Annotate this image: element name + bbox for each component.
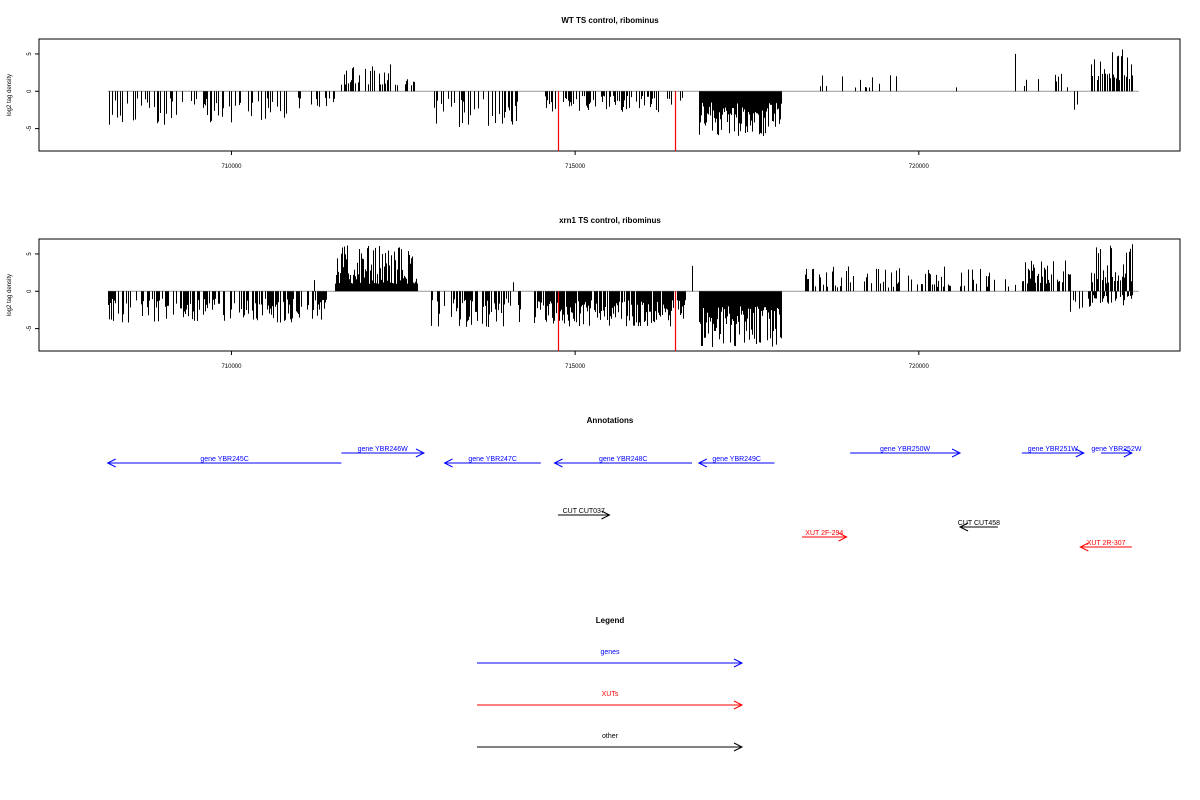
arrow-head: [733, 700, 744, 710]
legend-panel: Legend genes XUTs other: [477, 616, 744, 752]
annotation-label: gene YBR249C: [712, 456, 761, 463]
annotation-feature: gene YBR251W: [1021, 446, 1085, 458]
arrow-head: [553, 458, 563, 468]
annotation-feature: gene YBR249C: [697, 456, 775, 468]
panel-title: WT TS control, ribominus: [561, 16, 659, 25]
x-tick-label: 715000: [565, 164, 586, 170]
plot-frame: [38, 238, 1181, 352]
annotations-title: Annotations: [587, 416, 634, 425]
axes: 710000 715000 720000 -5 0 5: [27, 52, 929, 170]
annotation-label: gene YBR251W: [1028, 446, 1078, 453]
arrow-head: [415, 448, 426, 458]
x-tick-label: 720000: [909, 364, 930, 370]
annotation-feature: XUT 2F-294: [801, 530, 848, 542]
panel-title: xrn1 TS control, ribominus: [559, 216, 661, 225]
arrow-head: [733, 742, 744, 752]
arrow-head: [106, 458, 116, 468]
annotation-label: gene YBR247C: [468, 456, 517, 463]
annotation-label: CUT CUT458: [958, 520, 1000, 527]
annotation-feature: gene YBR245C: [106, 456, 342, 468]
tag-density-bars: [107, 244, 1139, 351]
annotation-feature: gene YBR248C: [553, 456, 692, 468]
annotation-label: gene YBR248C: [599, 456, 648, 463]
annotation-feature: gene YBR246W: [341, 446, 426, 458]
y-axis-label: log2 tag density: [7, 74, 13, 116]
x-tick-label: 710000: [221, 364, 242, 370]
legend-label: other: [602, 733, 619, 740]
annotation-label: gene YBR250W: [880, 446, 930, 453]
y-tick-label: -5: [27, 125, 33, 131]
legend-item: genes: [477, 649, 744, 668]
arrow-head: [443, 458, 453, 468]
wt-track-panel: WT TS control, ribominus log2 tag densit…: [7, 16, 1181, 170]
arrow-head: [838, 532, 848, 542]
legend-item: XUTs: [477, 691, 744, 710]
plot-frame: [38, 38, 1181, 152]
annotation-feature: gene YBR250W: [850, 446, 962, 458]
annotation-feature: gene YBR247C: [443, 456, 541, 468]
legend-title: Legend: [596, 616, 625, 625]
y-axis-label: log2 tag density: [7, 274, 13, 316]
y-tick-label: -5: [27, 325, 33, 331]
annotation-label: XUT 2R-307: [1087, 540, 1126, 547]
x-tick-label: 710000: [221, 164, 242, 170]
annotation-feature: CUT CUT037: [557, 508, 611, 520]
arrow-head: [1075, 448, 1085, 458]
y-tick-label: 5: [27, 52, 33, 56]
annotation-features: gene YBR245C gene YBR246W gene YBR247C gene…: [106, 446, 1142, 552]
arrow-head: [1123, 448, 1134, 458]
annotation-label: XUT 2F-294: [805, 530, 843, 537]
arrow-head: [1079, 542, 1089, 552]
legend-label: genes: [600, 649, 620, 656]
annotation-feature: CUT CUT458: [958, 520, 1000, 532]
y-tick-label: 5: [27, 252, 33, 256]
arrow-head: [951, 448, 962, 458]
annotation-label: gene YBR252W: [1091, 446, 1141, 453]
x-tick-label: 720000: [909, 164, 930, 170]
legend-item: other: [477, 733, 744, 752]
arrow-head: [697, 458, 708, 468]
xrn1-track-panel: xrn1 TS control, ribominus log2 tag dens…: [7, 216, 1181, 370]
arrow-head: [958, 522, 969, 532]
axes: 710000 715000 720000 -5 0 5: [27, 252, 929, 370]
annotation-label: gene YBR246W: [358, 446, 408, 453]
x-tick-label: 715000: [565, 364, 586, 370]
tag-density-bars: [107, 49, 1139, 151]
y-tick-label: 0: [27, 289, 33, 293]
legend-label: XUTs: [602, 691, 619, 698]
arrow-head: [733, 658, 744, 668]
annotation-feature: gene YBR252W: [1091, 446, 1142, 458]
annotation-feature: XUT 2R-307: [1079, 540, 1132, 552]
annotation-label: CUT CUT037: [563, 508, 605, 515]
y-tick-label: 0: [27, 89, 33, 93]
arrow-head: [601, 510, 611, 520]
legend-items: genes XUTs other: [477, 649, 744, 752]
annotation-label: gene YBR245C: [200, 456, 249, 463]
